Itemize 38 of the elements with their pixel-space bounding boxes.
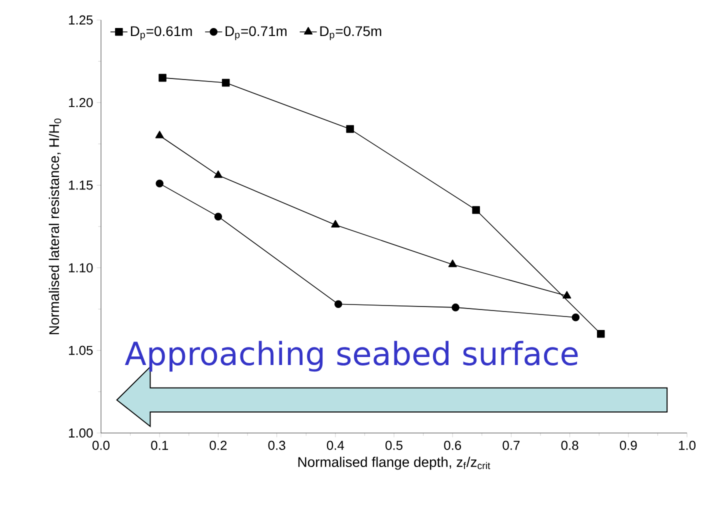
x-tick-label: 0.3 [268, 440, 286, 450]
legend-label: D$_{p}$=0.71m [226, 26, 286, 40]
x-tick-label: 0.9 [620, 440, 637, 450]
x-tick-label: 0.1 [151, 440, 168, 450]
point [214, 170, 222, 178]
point [448, 260, 457, 268]
point [562, 291, 572, 299]
point [452, 304, 460, 312]
annotation: Approaching seabed surface [124, 340, 578, 372]
point [156, 180, 164, 188]
legend-label: D$_{p}$=0.61m [130, 26, 192, 40]
legend-label: D$_{p}$=0.75m [320, 26, 382, 40]
point [331, 220, 340, 228]
x-axis-title: Normalised flange depth, z$_{f}$/z$_{crit}$ [298, 456, 490, 470]
y-tick-label: 1.05 [69, 346, 93, 355]
y-tick-label: 1.10 [69, 263, 93, 272]
x-tick-label: 0.5 [386, 440, 402, 450]
x-tick-label: 0.0 [92, 440, 110, 450]
point [346, 125, 354, 133]
y-tick-label: 1.25 [69, 15, 93, 25]
point [472, 206, 480, 214]
x-tick-label: 0.4 [326, 440, 344, 450]
point [572, 313, 580, 322]
x-tick-label: 0.2 [210, 440, 227, 450]
point [222, 78, 230, 87]
y-tick-label: 1.00 [69, 428, 93, 438]
x-tick-label: 0.7 [502, 440, 520, 450]
y-axis-title: Normalised lateral resistance, H/H$_{0}$ [48, 118, 62, 334]
point [158, 74, 166, 82]
x-tick-label: 0.6 [444, 440, 462, 450]
x-tick-label: 1.0 [678, 440, 696, 450]
y-tick-label: 1.20 [69, 98, 93, 108]
point [155, 130, 164, 138]
x-tick-label: 0.8 [561, 440, 578, 450]
y-tick-label: 1.15 [69, 180, 93, 190]
point [214, 212, 222, 220]
point [334, 300, 342, 308]
point [596, 330, 605, 338]
